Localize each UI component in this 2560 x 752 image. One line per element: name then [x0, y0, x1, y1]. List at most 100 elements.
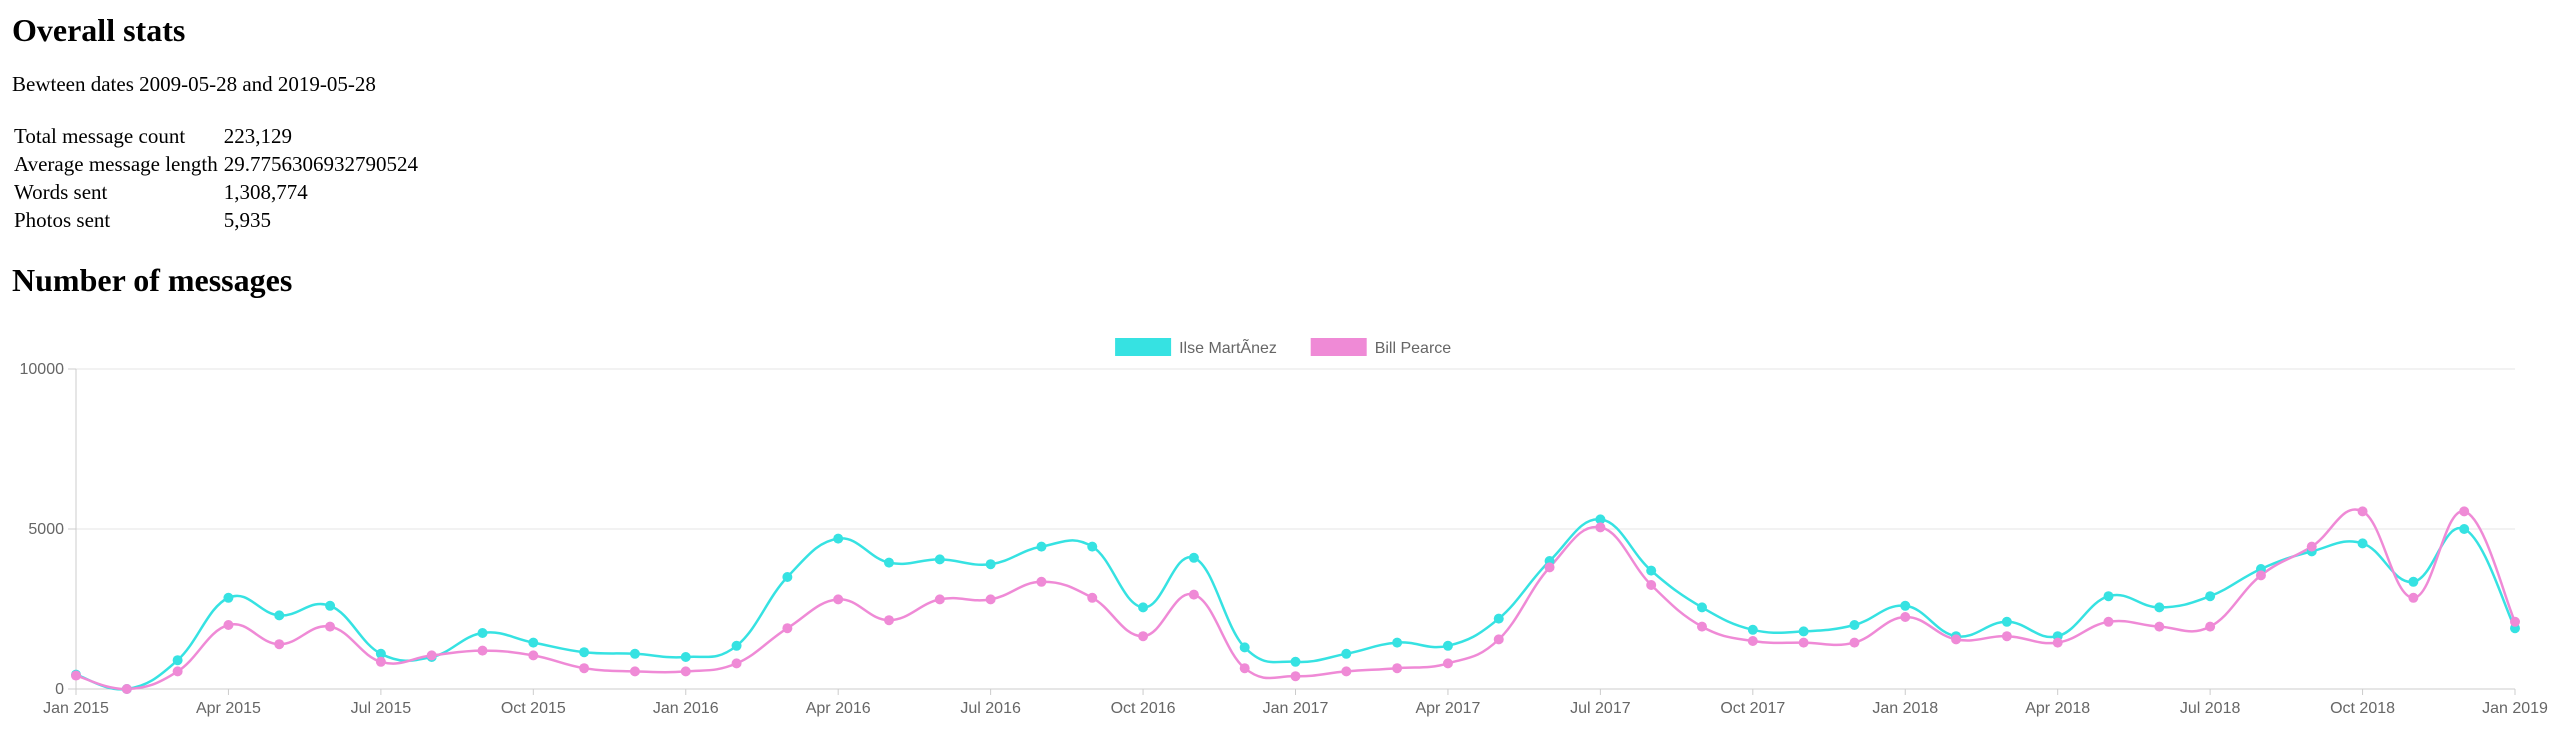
stat-value: 5,935 — [223, 208, 271, 232]
data-point — [1646, 580, 1657, 590]
data-point — [1392, 663, 1403, 674]
data-point — [274, 639, 285, 650]
stat-label: Photos sent — [14, 208, 111, 232]
stat-label: Average message length — [14, 152, 218, 176]
data-point — [172, 655, 183, 666]
legend-swatch — [1310, 338, 1367, 356]
data-point — [2001, 631, 2012, 642]
data-point — [375, 648, 386, 659]
x-tick-label: Apr 2018 — [2025, 700, 2090, 717]
data-point — [1900, 612, 1911, 622]
data-point — [2357, 506, 2368, 517]
data-point — [325, 600, 336, 611]
data-point — [985, 594, 996, 605]
data-point — [1493, 634, 1504, 645]
data-point — [71, 670, 81, 681]
y-tick-label: 5000 — [28, 521, 64, 538]
x-tick-label: Jan 2016 — [653, 700, 719, 717]
stats-row: Words sent 1,308,774 — [12, 178, 420, 206]
data-point — [2154, 602, 2165, 613]
x-tick-label: Oct 2018 — [2330, 700, 2395, 717]
data-point — [2510, 616, 2520, 627]
data-point — [1493, 613, 1504, 624]
data-point — [629, 648, 640, 659]
data-point — [1697, 621, 1707, 632]
stat-value: 223,129 — [223, 124, 292, 148]
x-tick-label: Oct 2017 — [1720, 700, 1785, 717]
data-point — [477, 628, 488, 638]
data-point — [2052, 637, 2063, 648]
data-point — [1341, 666, 1352, 677]
data-point — [2103, 591, 2114, 602]
data-point — [1697, 602, 1707, 613]
data-point — [1341, 648, 1352, 659]
messages-line-chart: 0 5000 10000 Jan 2015 Apr 2015 Jul 2015 Oct 20… — [20, 337, 2549, 717]
x-tick-label: Jan 2015 — [43, 700, 109, 717]
data-point — [2357, 538, 2368, 549]
x-tick-label: Jan 2019 — [2482, 700, 2548, 717]
data-point — [2001, 616, 2012, 627]
data-point — [2255, 570, 2266, 581]
data-point — [1849, 620, 1860, 630]
data-point — [579, 647, 590, 658]
data-point — [1239, 663, 1250, 674]
data-point — [1849, 637, 1860, 648]
data-point — [1138, 602, 1149, 613]
data-point — [1392, 637, 1403, 648]
data-point — [223, 592, 234, 603]
data-point — [426, 650, 437, 661]
data-point — [1036, 576, 1047, 587]
data-point — [1087, 541, 1098, 552]
x-tick-label: Jul 2018 — [2180, 700, 2241, 717]
data-point — [2459, 524, 2470, 534]
data-point — [1544, 562, 1555, 573]
data-point — [731, 640, 742, 651]
data-point — [2306, 541, 2317, 552]
data-point — [1900, 600, 1911, 611]
data-point — [1595, 522, 1606, 533]
data-point — [833, 533, 844, 544]
data-point — [1442, 640, 1453, 651]
data-point — [934, 554, 945, 565]
x-tick-label: Apr 2016 — [806, 700, 871, 717]
y-tick-label: 10000 — [20, 361, 65, 378]
data-point — [223, 620, 234, 630]
legend-swatch — [1115, 338, 1172, 356]
data-point — [1747, 624, 1758, 635]
x-tick-label: Apr 2017 — [1415, 700, 1480, 717]
x-tick-label: Jan 2018 — [1872, 700, 1938, 717]
data-point — [2154, 621, 2165, 632]
legend-label: Bill Pearce — [1375, 340, 1452, 357]
stat-label: Total message count — [14, 124, 186, 148]
stats-row: Average message length 29.77563069327905… — [12, 150, 420, 178]
stats-row: Total message count 223,129 — [12, 122, 420, 150]
legend: Ilse MartÃnez Bill Pearce — [1115, 337, 1451, 357]
data-point — [2408, 576, 2419, 587]
data-point — [325, 621, 336, 632]
x-tick-label: Apr 2015 — [196, 700, 261, 717]
data-point — [1188, 552, 1199, 563]
data-point — [1951, 634, 1962, 645]
x-tick-label: Jul 2016 — [960, 700, 1021, 717]
legend-label: Ilse MartÃnez — [1179, 337, 1277, 357]
stats-table: Total message count 223,129 Average mess… — [12, 122, 420, 234]
data-point — [121, 684, 132, 694]
data-point — [1036, 541, 1047, 552]
data-point — [629, 666, 640, 677]
data-point — [680, 666, 691, 677]
x-tick-label: Oct 2015 — [501, 700, 566, 717]
data-point — [579, 663, 590, 674]
y-tick-label: 0 — [55, 681, 64, 698]
data-point — [1646, 565, 1657, 576]
grid-lines — [76, 368, 2515, 690]
data-point — [1798, 626, 1809, 637]
data-point — [1188, 589, 1199, 600]
page-title: Overall stats — [12, 12, 186, 48]
data-point — [172, 666, 183, 677]
x-tick-label: Oct 2016 — [1111, 700, 1176, 717]
data-point — [985, 559, 996, 570]
data-point — [680, 652, 691, 662]
data-point — [782, 623, 793, 634]
data-point — [731, 658, 742, 669]
data-point — [884, 615, 894, 626]
